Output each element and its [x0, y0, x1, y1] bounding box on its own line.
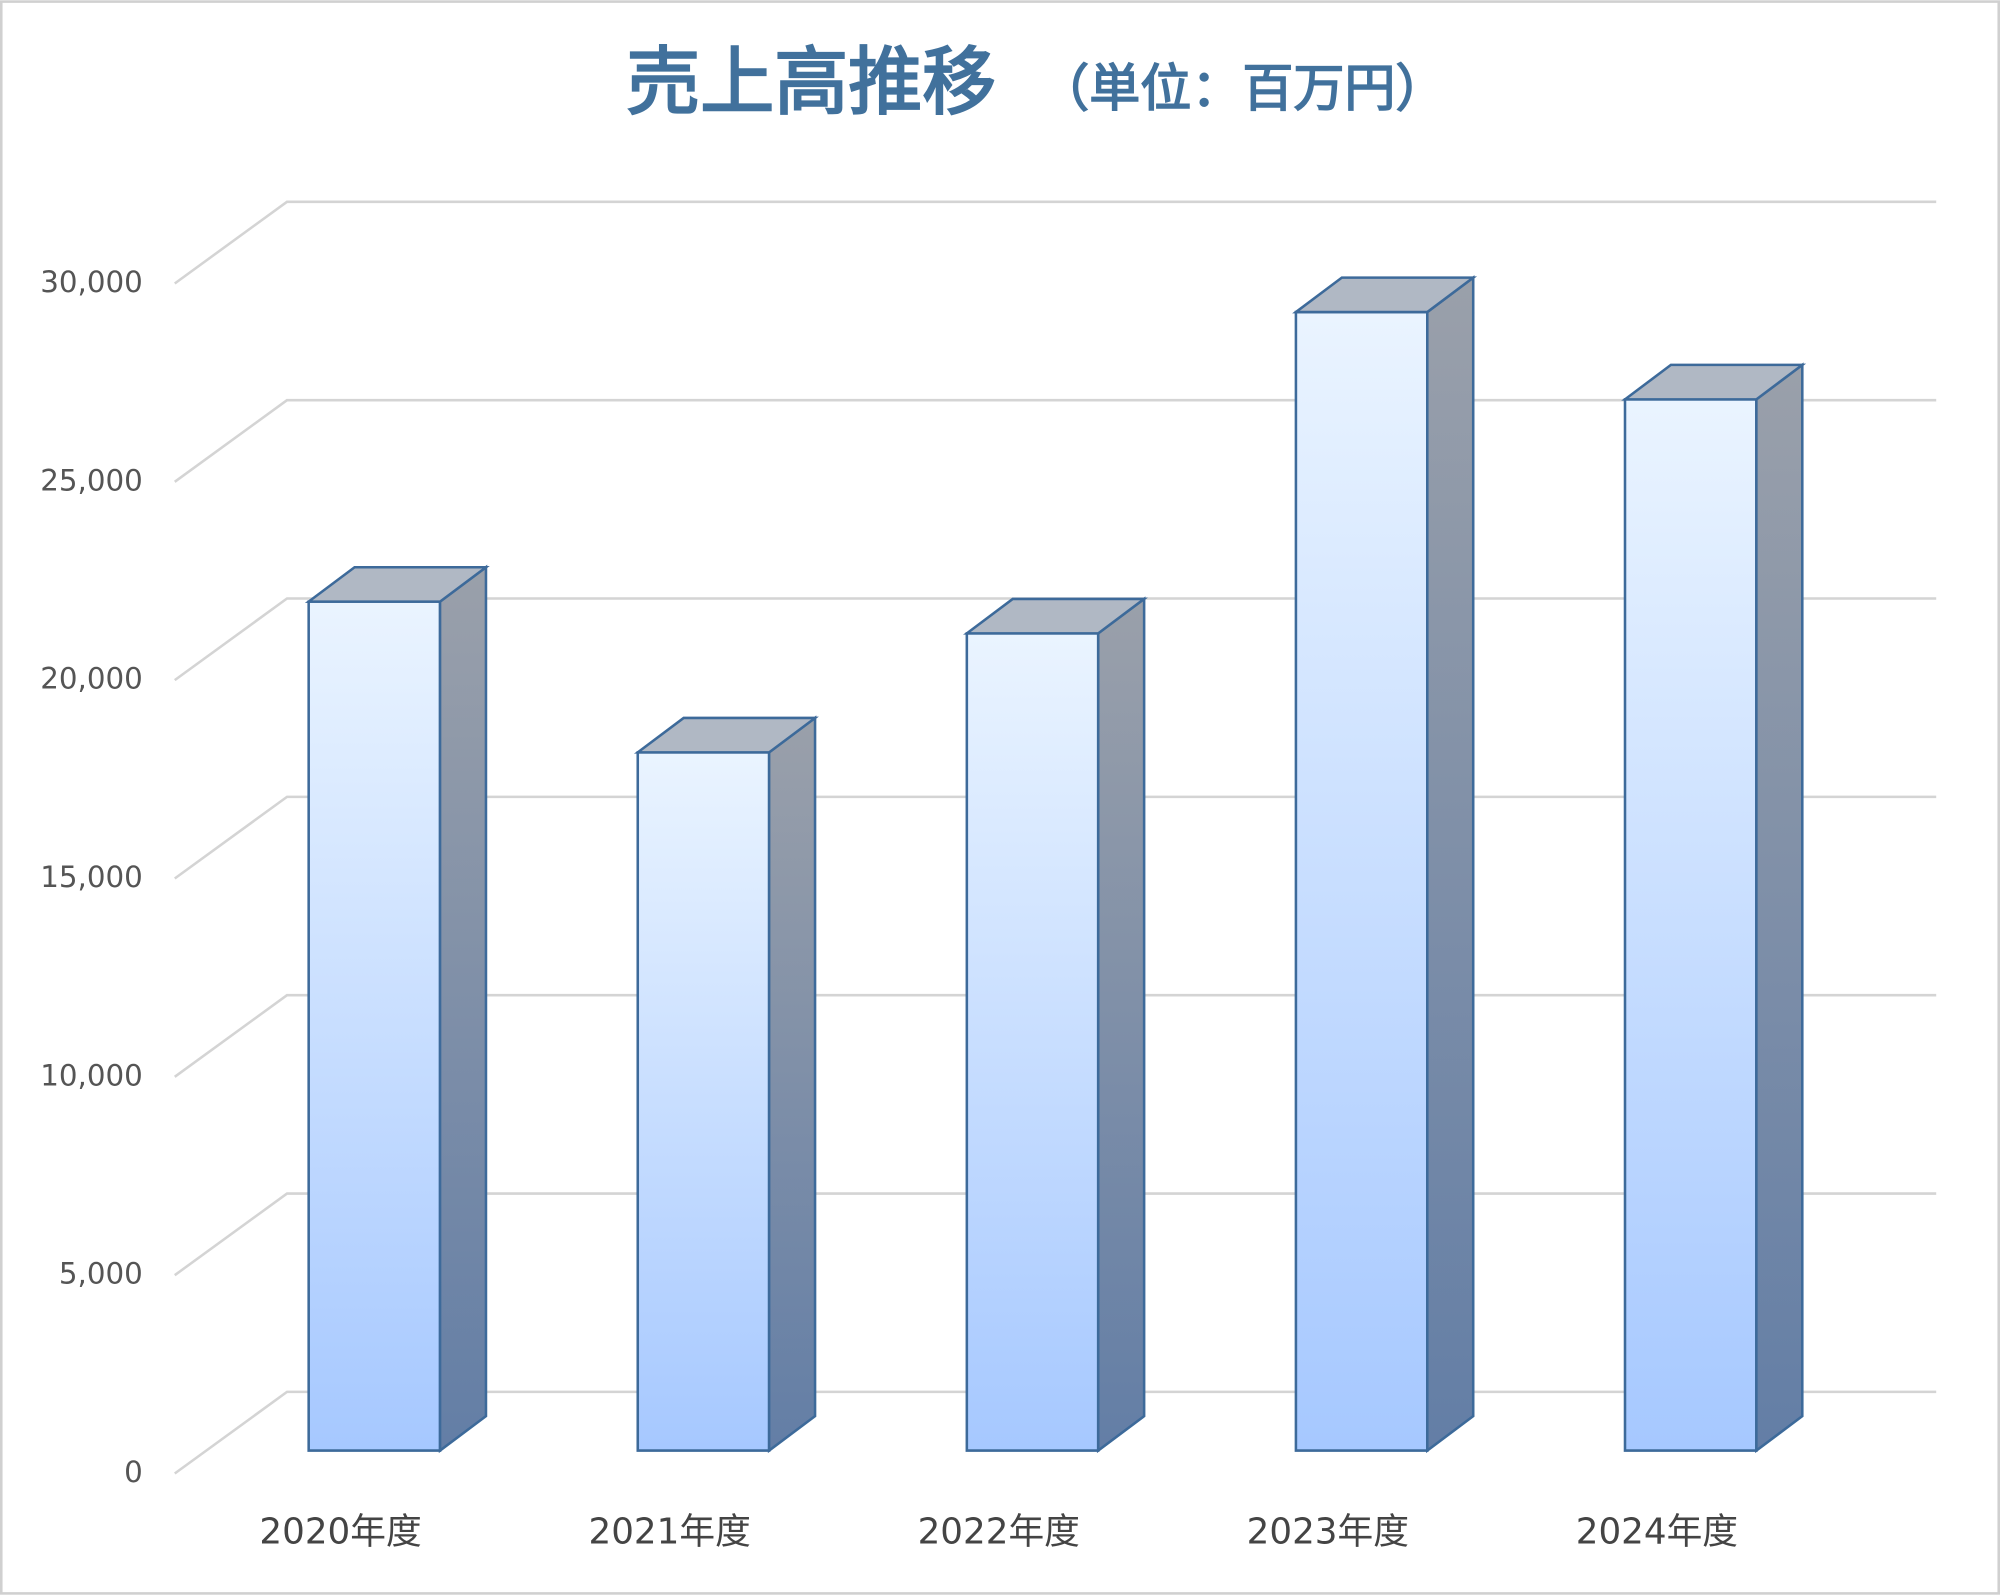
bar-side — [1096, 596, 1146, 1454]
bar-top — [304, 565, 490, 603]
y-tick-label: 0 — [124, 1455, 143, 1489]
bar-front — [636, 751, 771, 1452]
bar-front — [307, 600, 442, 1452]
x-tick-label: 2020年度 — [259, 1511, 421, 1552]
y-tick-label: 30,000 — [40, 265, 143, 299]
bar-front — [1294, 310, 1429, 1452]
bar — [963, 596, 1148, 1454]
bar-top — [1621, 363, 1807, 401]
bar — [633, 715, 819, 1454]
bar-front — [965, 632, 1100, 1452]
x-tick-label: 2022年度 — [918, 1511, 1080, 1552]
x-tick-label: 2024年度 — [1576, 1511, 1738, 1552]
bar-front — [1623, 398, 1758, 1452]
y-tick-label: 20,000 — [40, 662, 143, 696]
grid-line — [173, 200, 1937, 285]
y-tick-label: 25,000 — [40, 463, 143, 497]
x-tick-label: 2023年度 — [1247, 1511, 1409, 1552]
x-tick-label: 2021年度 — [589, 1511, 751, 1552]
bar-top — [633, 716, 819, 754]
bar — [1621, 362, 1807, 1454]
bar — [1292, 275, 1478, 1454]
bar — [304, 564, 490, 1454]
bar-side — [1755, 362, 1804, 1454]
bar-side — [438, 564, 488, 1454]
y-tick-label: 5,000 — [59, 1257, 143, 1291]
bar-top — [963, 597, 1148, 635]
y-tick-label: 10,000 — [40, 1058, 143, 1092]
bar-top — [1292, 276, 1478, 314]
bar-side — [767, 715, 817, 1454]
y-tick-label: 15,000 — [40, 860, 143, 894]
chart-title: 売上高推移 — [626, 40, 996, 126]
chart-subtitle: （単位：百万円） — [1038, 60, 1446, 119]
bar-side — [1426, 275, 1475, 1454]
